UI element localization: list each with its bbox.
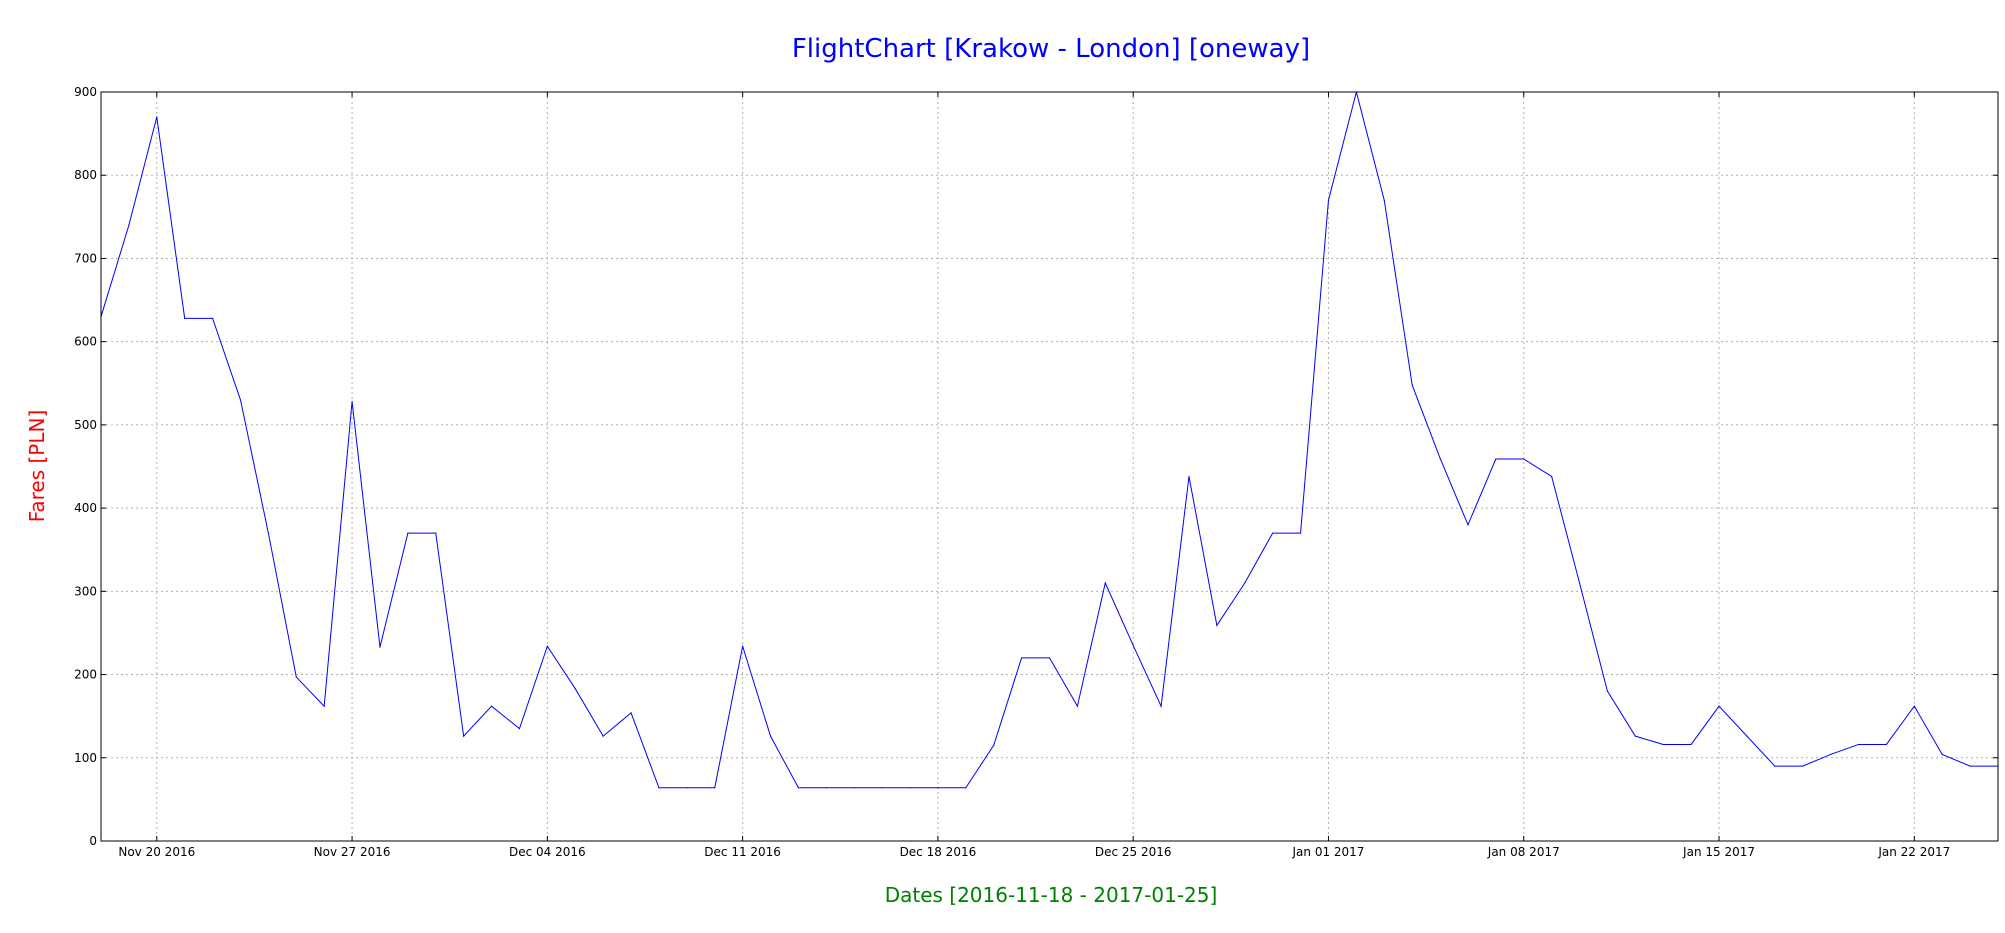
- fare-data-point: [714, 787, 716, 789]
- fare-data-point: [1160, 705, 1162, 707]
- x-tick-label: Dec 11 2016: [704, 845, 781, 859]
- y-tick-label: 800: [74, 168, 97, 182]
- fare-data-point: [128, 224, 130, 226]
- fare-data-point: [630, 712, 632, 714]
- fare-data-point: [937, 787, 939, 789]
- fare-data-point: [993, 744, 995, 746]
- fare-data-point: [742, 645, 744, 647]
- fare-data-point: [1634, 735, 1636, 737]
- fare-data-point: [1272, 532, 1274, 534]
- fare-data-point: [1885, 743, 1888, 746]
- y-tick-label: 100: [74, 751, 97, 765]
- fare-data-point: [658, 787, 660, 789]
- x-tick-label: Nov 27 2016: [314, 845, 391, 859]
- y-tick-label: 300: [74, 584, 97, 598]
- fare-data-point: [1913, 705, 1915, 707]
- fare-data-point: [1718, 705, 1720, 707]
- x-tick-label: Dec 25 2016: [1095, 845, 1172, 859]
- x-tick-label: Nov 20 2016: [118, 845, 195, 859]
- fare-data-point: [435, 532, 437, 534]
- fare-series-line: [100, 91, 1998, 789]
- chart-title: FlightChart [Krakow - London] [oneway]: [792, 34, 1310, 64]
- plot-frame: [100, 91, 1999, 842]
- fare-data-point: [1076, 705, 1078, 707]
- fare-data-point: [379, 646, 381, 648]
- fare-data-point: [1021, 657, 1023, 659]
- y-tick-label: 200: [74, 668, 97, 682]
- fare-data-point: [1299, 532, 1302, 534]
- fare-data-point: [769, 735, 772, 737]
- fare-data-point: [518, 728, 521, 730]
- y-tick-label: 400: [74, 501, 97, 515]
- fare-data-point: [602, 735, 604, 737]
- fare-data-point: [574, 688, 576, 690]
- y-tick-label: 0: [89, 834, 97, 848]
- fare-data-point: [1857, 743, 1860, 746]
- fare-data-point: [295, 676, 297, 678]
- fare-data-point: [1495, 458, 1497, 460]
- fare-data-point: [825, 787, 827, 789]
- x-tick-label: Dec 18 2016: [900, 845, 977, 859]
- fare-data-point: [1523, 458, 1525, 460]
- fare-data-point: [1551, 475, 1553, 478]
- fare-data-point: [1746, 735, 1748, 737]
- fare-data-point: [156, 116, 158, 118]
- fare-data-point: [546, 645, 548, 647]
- fare-data-point: [407, 532, 409, 534]
- fare-data-point: [184, 317, 186, 319]
- fare-data-point: [267, 532, 269, 534]
- fare-data-point: [1969, 765, 1971, 767]
- fare-data-point: [323, 705, 325, 707]
- fare-data-point: [1132, 644, 1134, 647]
- fare-data-point: [463, 735, 465, 737]
- fare-data-point: [1383, 199, 1385, 201]
- x-tick-label: Jan 22 2017: [1877, 845, 1950, 859]
- fare-data-point: [1411, 384, 1413, 386]
- y-axis-label: Fares [PLN]: [25, 410, 49, 523]
- x-axis-label: Dates [2016-11-18 - 2017-01-25]: [885, 883, 1218, 907]
- fare-data-point: [1774, 765, 1776, 767]
- y-tick-label: 600: [74, 335, 97, 349]
- fare-data-point: [239, 399, 242, 401]
- y-tick-label: 500: [74, 418, 97, 432]
- fare-data-point: [1662, 743, 1664, 746]
- fare-data-point: [1606, 690, 1609, 692]
- fare-data-point: [351, 400, 353, 403]
- fare-data-point: [853, 787, 855, 789]
- axis-ticks: 0 100 200 300 400 500 600 700 800 900 Nov 20 2016 N…: [74, 85, 1998, 859]
- fare-data-point: [1048, 657, 1051, 659]
- x-tick-label: Jan 15 2017: [1682, 845, 1755, 859]
- plot-area: [100, 91, 1999, 789]
- x-tick-label: Jan 08 2017: [1487, 845, 1560, 859]
- fare-data-point: [909, 787, 911, 789]
- fare-data-point: [1188, 475, 1190, 478]
- fare-data-point: [1690, 743, 1692, 746]
- x-tick-label: Jan 01 2017: [1292, 845, 1365, 859]
- fare-data-point: [797, 787, 800, 789]
- fare-data-point: [1104, 582, 1106, 584]
- fare-data-point: [686, 787, 688, 789]
- fare-data-point: [1578, 582, 1581, 584]
- fare-data-point: [1467, 524, 1469, 526]
- fare-data-point: [1327, 199, 1330, 201]
- fare-data-point: [1216, 624, 1218, 627]
- fare-data-point: [1802, 765, 1804, 767]
- fare-data-point: [211, 317, 214, 319]
- fare-data-point: [1830, 753, 1832, 756]
- x-tick-label: Dec 04 2016: [509, 845, 586, 859]
- fare-data-point: [1244, 582, 1246, 584]
- y-tick-label: 700: [74, 251, 97, 265]
- fare-data-point: [1941, 753, 1943, 756]
- fare-data-point: [490, 705, 493, 707]
- fare-data-point: [881, 787, 883, 789]
- fare-data-point: [965, 787, 967, 789]
- fare-data-point: [1439, 457, 1441, 459]
- y-tick-label: 900: [74, 85, 97, 99]
- grid: [101, 92, 1998, 841]
